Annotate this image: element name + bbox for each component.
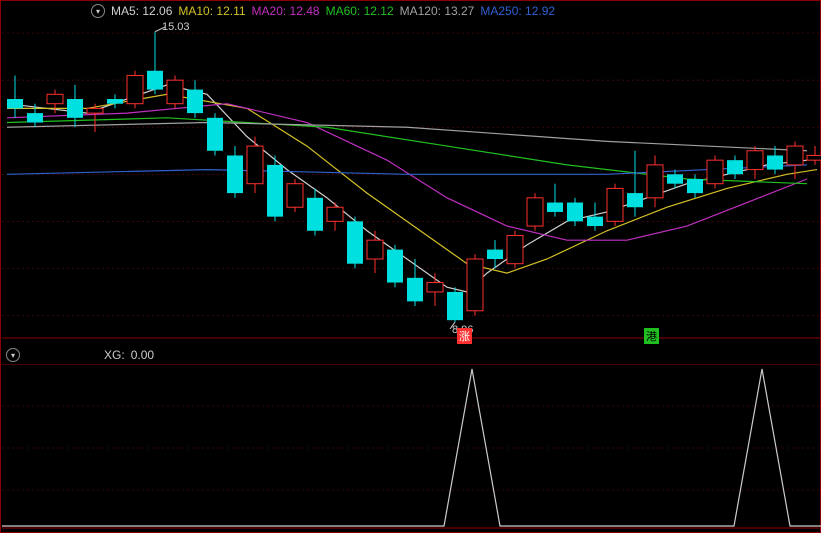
ma-item: MA250: 12.92	[480, 4, 555, 18]
chart-container: 飞龙股份(日线) ▾ MA5: 12.06 MA10: 12.11 MA20: 12…	[0, 0, 821, 533]
indicator-label: XG:	[104, 348, 125, 362]
sub-indicator-chart[interactable]	[2, 364, 819, 529]
main-chart-header: 飞龙股份(日线) ▾ MA5: 12.06 MA10: 12.11 MA20: 12…	[5, 2, 816, 20]
ma-values: MA5: 12.06 MA10: 12.11 MA20: 12.48 MA60: 12…	[111, 4, 561, 18]
high-price-label: 15.03	[162, 21, 190, 33]
indicator-value: 0.00	[131, 348, 154, 362]
ma-item: MA5: 12.06	[111, 4, 172, 18]
sub-indicator-panel: ▾ 尾盘买入强势 XG: 0.00	[2, 346, 819, 532]
badge-gang: 港	[644, 328, 659, 344]
collapse-icon[interactable]: ▾	[91, 4, 105, 18]
stock-title: 飞龙股份(日线)	[5, 3, 85, 20]
ma-item: MA20: 12.48	[252, 4, 320, 18]
ma-item: MA120: 13.27	[400, 4, 475, 18]
badge-zhang: 涨	[457, 328, 472, 344]
ma-item: MA60: 12.12	[326, 4, 394, 18]
ma-item: MA10: 12.11	[178, 4, 245, 18]
main-candlestick-chart[interactable]: 15.03 8.86 涨 港	[2, 19, 819, 339]
collapse-icon[interactable]: ▾	[6, 348, 20, 362]
sub-chart-header: ▾ 尾盘买入强势 XG: 0.00	[2, 346, 819, 364]
indicator-title: 尾盘买入强势	[26, 347, 98, 364]
